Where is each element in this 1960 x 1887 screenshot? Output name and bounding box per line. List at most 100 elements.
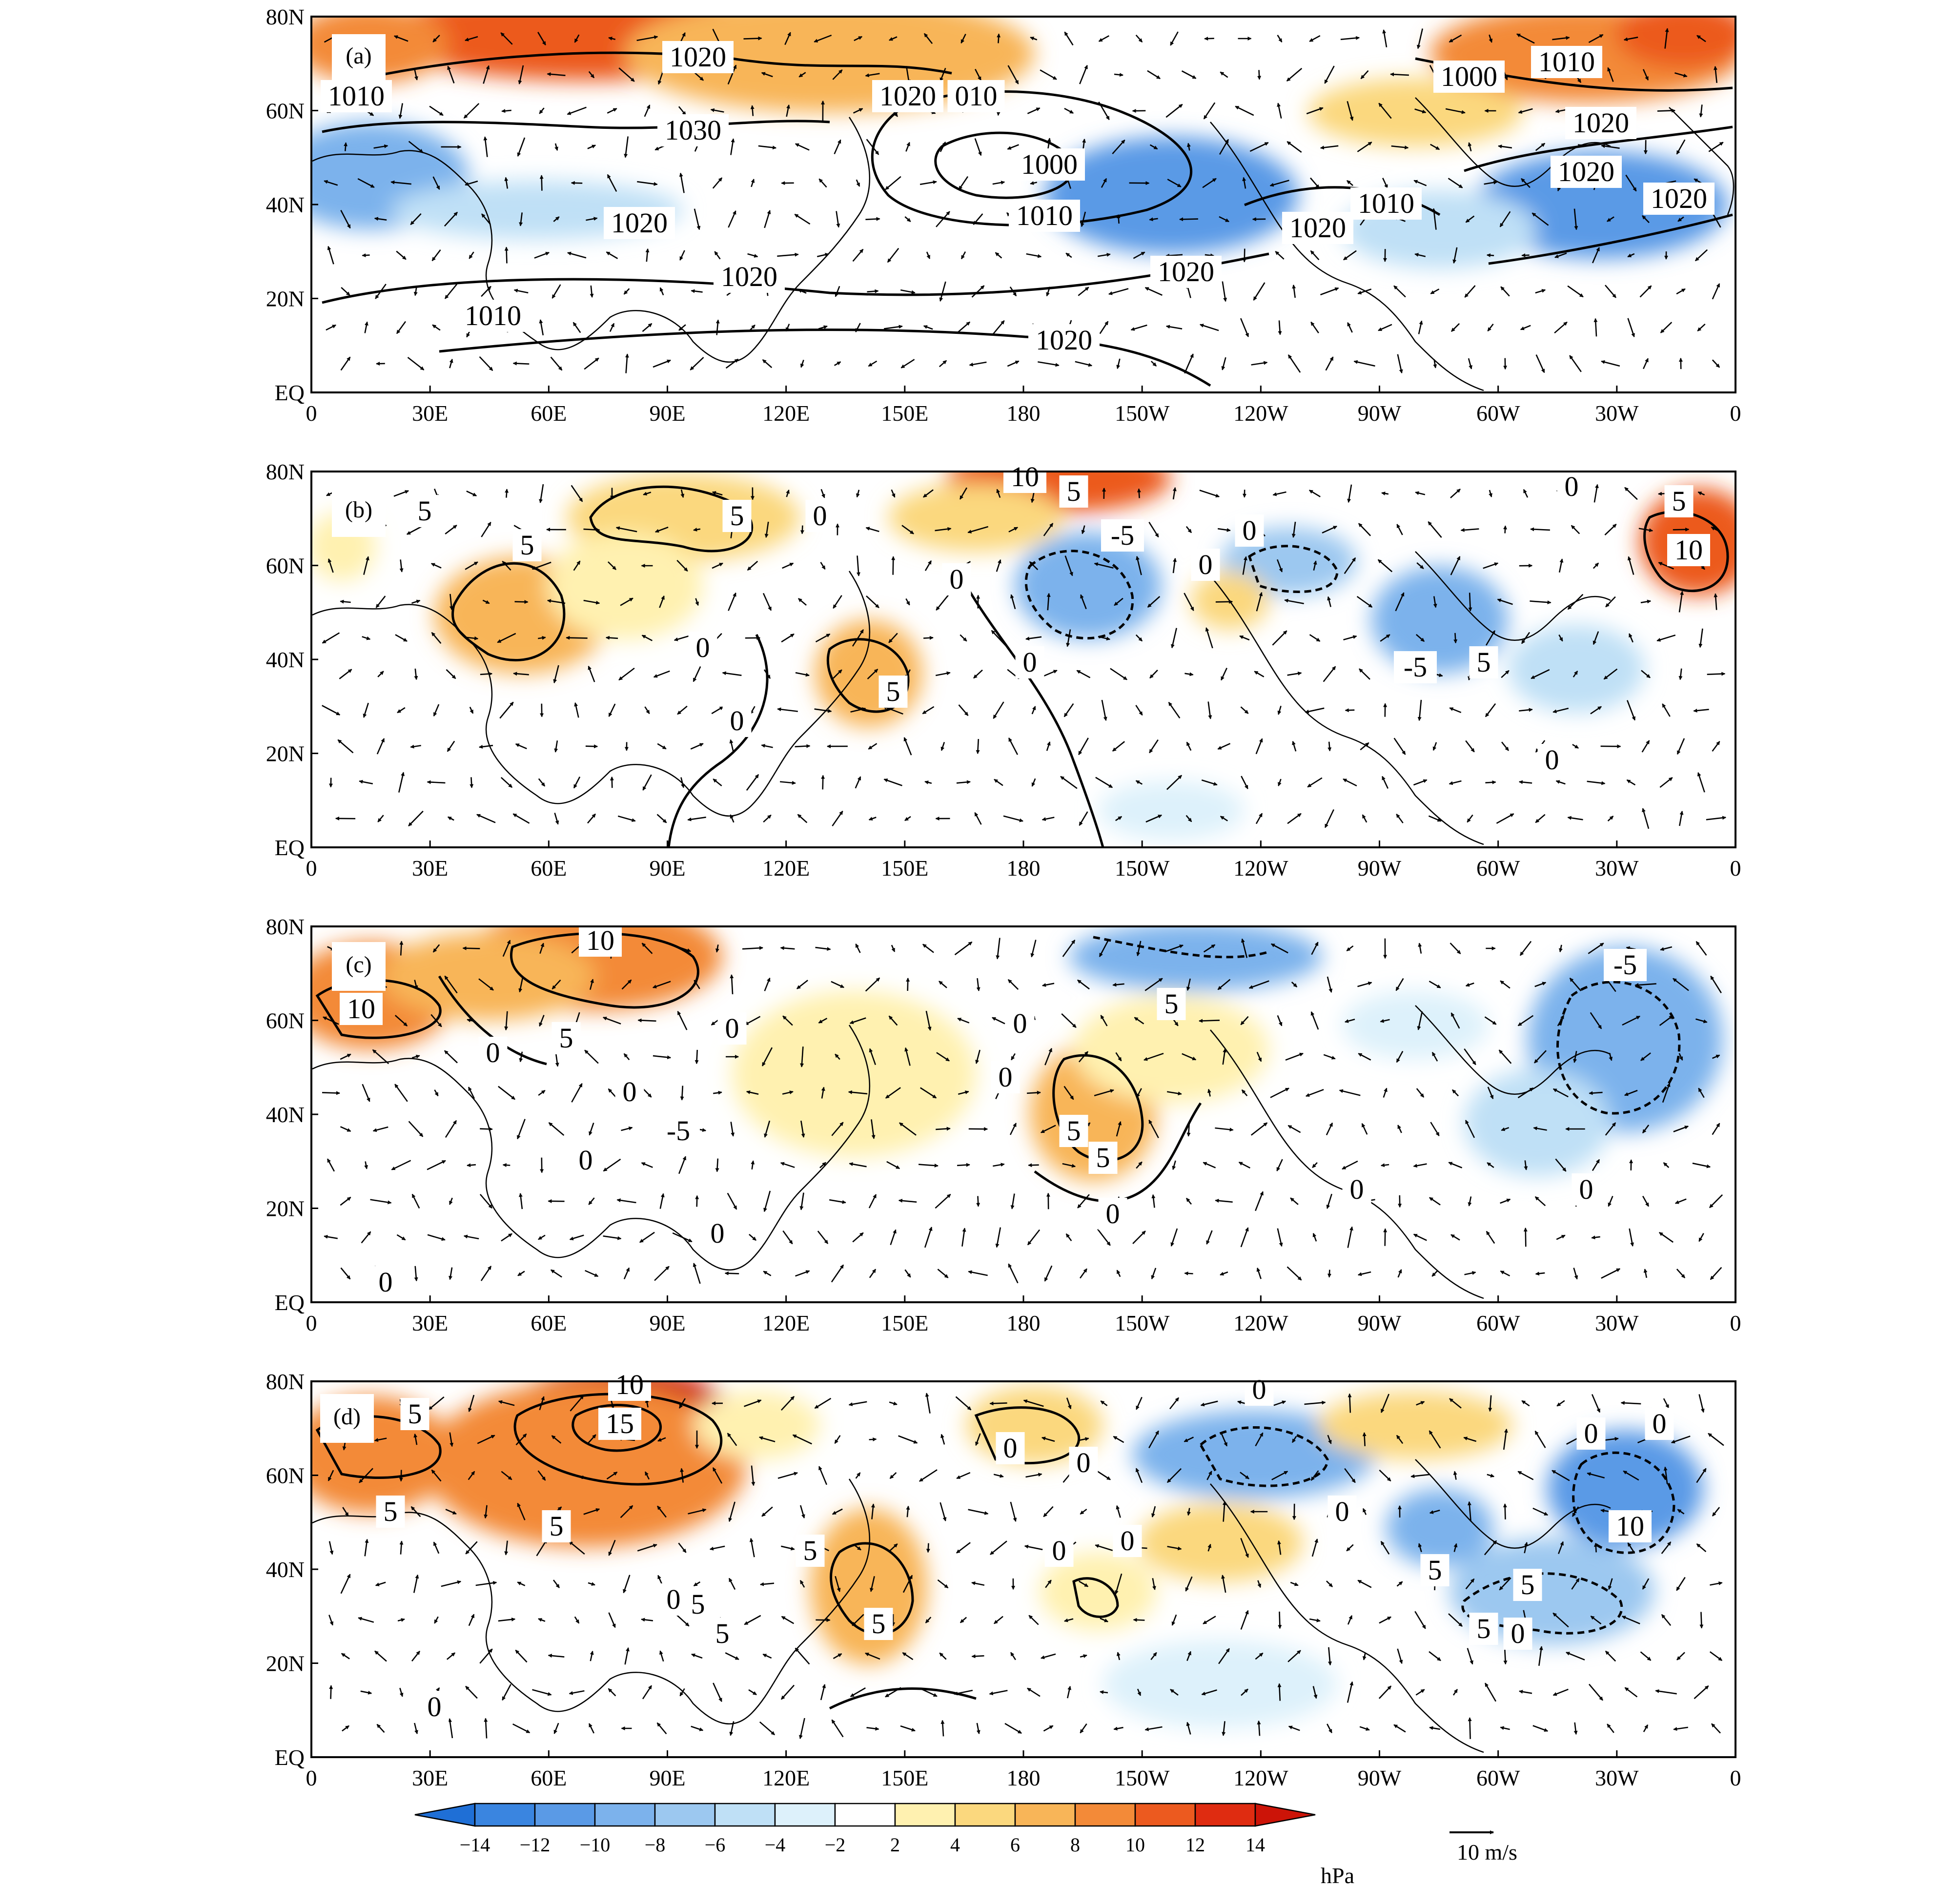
wind-vector [414, 1723, 418, 1734]
wind-vector [691, 1653, 703, 1659]
wind-vector [1025, 636, 1042, 641]
wind-vector [427, 1160, 446, 1170]
wind-vector [623, 1053, 630, 1061]
wind-vector [974, 812, 982, 825]
wind-vector [339, 669, 352, 679]
wind-vector [1200, 1400, 1218, 1407]
wind-vector [989, 1690, 1008, 1696]
contour-label: -5 [667, 1115, 690, 1147]
contour-label: 0 [1335, 1496, 1349, 1527]
wind-vector [746, 774, 759, 791]
wind-vector [1601, 360, 1620, 367]
contour-label-bg [717, 1012, 747, 1045]
wind-vector [1254, 671, 1265, 677]
wind-vector [1396, 1050, 1404, 1063]
wind-vector [855, 1472, 861, 1479]
wind-vector [1358, 523, 1371, 536]
wind-vector [1433, 596, 1437, 608]
wind-vector [1498, 144, 1512, 149]
wind-vector [373, 144, 388, 149]
wind-vector [1417, 1011, 1423, 1030]
wind-vector [939, 142, 946, 152]
wind-vector [749, 1538, 755, 1558]
wind-vector [680, 489, 685, 498]
wind-vector [433, 1541, 440, 1554]
wind-vector [993, 1163, 1005, 1167]
wind-vector [1382, 178, 1388, 189]
wind-vector [1679, 811, 1684, 826]
wind-vector [1207, 701, 1212, 719]
wind-vector [901, 525, 914, 534]
wind-vector [1535, 1272, 1545, 1276]
contour-label-bg [340, 993, 383, 1025]
wind-vector [447, 65, 455, 83]
wind-vector [432, 944, 440, 953]
wind-vector [1641, 740, 1650, 753]
contour-label: 5 [691, 1588, 705, 1620]
wind-vector [1410, 1474, 1429, 1478]
wind-vector [1306, 107, 1324, 115]
wind-vector [501, 1233, 512, 1242]
wind-vector [1593, 484, 1599, 503]
wind-vector [585, 1270, 599, 1277]
contour-label-bg [400, 1398, 429, 1430]
wind-vector [501, 1471, 512, 1480]
wind-vector [1043, 523, 1054, 536]
wind-vector [1460, 528, 1479, 532]
wind-vector [1393, 738, 1406, 755]
wind-vector [923, 489, 934, 498]
wind-vector [781, 1616, 795, 1624]
contour-label: 1010 [328, 80, 385, 112]
y-tick-label: EQ [275, 1290, 305, 1315]
wind-vector [363, 556, 369, 575]
wind-vector [1079, 1580, 1089, 1587]
wind-vector [865, 977, 880, 992]
wind-vector [1310, 1011, 1319, 1030]
wind-vector [902, 1575, 913, 1593]
wind-vector [992, 1017, 1005, 1025]
wind-vector [1592, 247, 1600, 264]
wind-vector [1484, 180, 1498, 185]
wind-vector [1465, 1120, 1475, 1138]
wind-vector [1064, 555, 1073, 576]
contour-label-bg [579, 924, 622, 957]
wind-vector [1215, 1198, 1233, 1203]
wind-vector [1185, 815, 1192, 822]
wind-vector [569, 1540, 585, 1555]
wind-vector [413, 1433, 418, 1445]
wind-vector [1276, 1159, 1283, 1171]
wind-vector [1518, 780, 1532, 784]
wind-vector [926, 1543, 930, 1553]
wind-vector [814, 1397, 832, 1409]
wind-vector [444, 211, 458, 227]
wind-vector [750, 324, 755, 331]
wind-vector [1326, 1580, 1333, 1587]
wind-vector [1135, 780, 1143, 785]
contour-label: 0 [428, 1691, 442, 1723]
wind-vector [1587, 1472, 1605, 1479]
contour-label-bg [1394, 651, 1437, 683]
wind-vector [821, 1087, 825, 1099]
wind-vector [1222, 1501, 1226, 1522]
wind-vector [781, 1545, 795, 1551]
wind-vector [1607, 216, 1614, 222]
wind-vector [502, 561, 511, 571]
wind-vector [866, 139, 879, 155]
wind-vector [372, 1049, 389, 1065]
wind-vector [1531, 212, 1549, 226]
wind-vector [445, 1509, 457, 1515]
wind-vector [1468, 1196, 1472, 1207]
wind-vector [1184, 1436, 1194, 1442]
wind-vector [856, 490, 860, 498]
wind-vector [832, 1508, 843, 1515]
wind-vector [729, 739, 735, 753]
contour-label-bg [1664, 485, 1694, 517]
x-tick-label: 150E [881, 401, 928, 426]
wind-vector [1696, 1543, 1707, 1552]
wind-vector [1465, 982, 1474, 987]
wind-vector [1535, 143, 1546, 151]
wind-vector [1484, 1682, 1497, 1702]
wind-vector [1028, 1615, 1039, 1625]
wind-vector [1046, 741, 1051, 751]
